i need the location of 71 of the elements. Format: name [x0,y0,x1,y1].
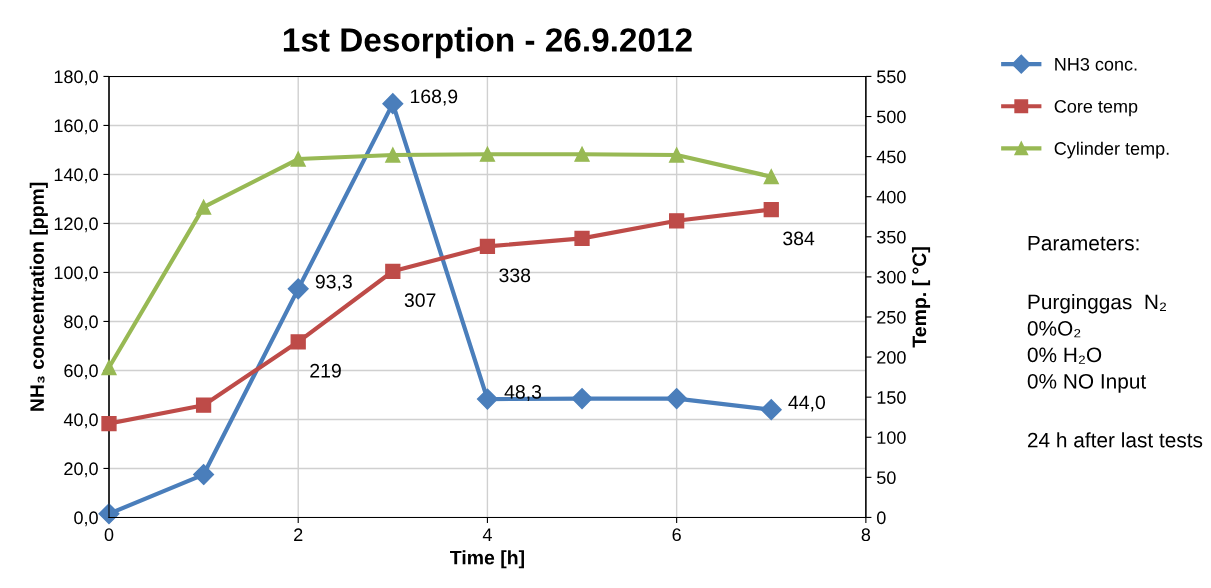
data-label: 384 [783,231,815,246]
point [476,388,498,410]
text: Purginggas N₂ [1028,294,1166,314]
y2-tick-label: 300 [876,270,906,284]
point [101,359,117,376]
point [574,146,590,162]
point [101,415,117,432]
x-tick-label: 4 [482,528,492,541]
point [385,147,401,163]
y2-tick-label: 500 [877,110,906,124]
y2-axis-title: Temp. [ °C] [911,247,931,348]
legend-label: Cylinder temp. [1054,141,1169,159]
y-tick-label: 180,0 [54,70,98,86]
y-tick-label: 120,0 [54,217,98,233]
point [382,93,404,115]
x-axis-title: Time [h] [450,550,524,569]
point [479,238,496,255]
y-tick-label: 60,0 [64,364,98,380]
point [571,388,593,410]
text: 0%O₂ [1027,321,1081,338]
y-tick-label: 160,0 [54,119,98,135]
point [195,199,212,215]
y2-tick-label: 250 [877,310,906,324]
y-tick-label: 80,0 [64,315,98,331]
y2-tick-label: 50 [877,471,896,485]
point [195,397,212,413]
y2-tick-label: 0 [876,511,886,525]
y-tick-label: 100,0 [54,266,98,282]
x-tick-label: 0 [104,528,114,542]
point [666,388,688,410]
x-tick-label: 8 [861,528,871,542]
y2-tick-label: 400 [876,190,906,204]
y2-tick-label: 350 [876,230,906,244]
legend-label: Core temp [1054,100,1138,117]
data-label: 168,9 [410,89,458,106]
data-label: 338 [499,268,531,283]
legend-label: NH3 conc. [1055,57,1137,71]
data-label: 307 [404,293,436,308]
point [287,278,309,300]
y2-tick-label: 150 [877,391,906,404]
y-tick-label: 0,0 [74,511,98,527]
data-label: 44,0 [788,395,826,412]
y2-tick-label: 450 [876,150,906,164]
point [760,399,782,421]
point [290,151,306,167]
point [290,334,306,350]
point [763,201,779,218]
x-tick-label: 2 [294,528,303,541]
point [669,213,685,229]
data-label: 219 [310,363,341,378]
chart-title: 1st Desorption - 26.9.2012 [283,27,692,59]
y-tick-label: 20,0 [64,462,98,478]
text: Parameters: [1028,235,1139,251]
point [763,169,779,185]
point [574,230,590,247]
y-tick-label: 140,0 [54,168,98,184]
y-tick-label: 40,0 [63,413,98,429]
point [98,503,120,525]
text: 0% H₂O [1027,347,1102,364]
y2-tick-label: 550 [877,70,906,84]
y2-tick-label: 100 [877,431,906,444]
point [193,464,215,486]
x-tick-label: 6 [672,528,681,542]
point [385,263,401,279]
text: 0% NO Input [1027,373,1147,393]
y-axis-title: NH₃ concentration [ppm] [29,182,48,411]
point [669,147,685,163]
y2-tick-label: 200 [877,351,906,364]
data-label: 93,3 [315,274,352,291]
point [479,146,496,162]
text: 24 h after last tests [1027,432,1203,448]
